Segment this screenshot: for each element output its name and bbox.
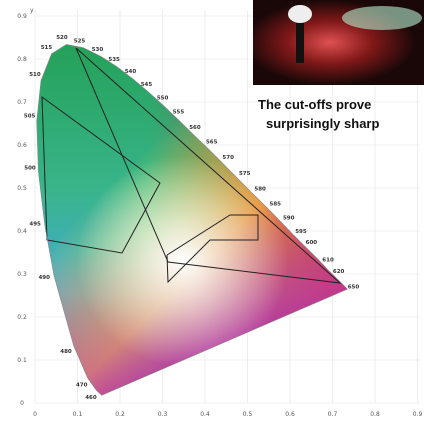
wavelength-label: 500 <box>24 165 36 171</box>
y-tick-label: 0.6 <box>17 142 27 149</box>
wavelength-label: 590 <box>283 215 295 221</box>
wavelength-label: 495 <box>29 221 41 227</box>
gamut-outlines <box>41 47 342 284</box>
x-tick-label: 0.7 <box>328 411 338 418</box>
wavelength-label: 540 <box>125 69 137 75</box>
wavelength-label: 620 <box>333 269 345 275</box>
wavelength-label: 520 <box>56 35 68 41</box>
wavelength-label: 515 <box>41 45 53 51</box>
caption-line: surprisingly sharp <box>266 116 380 131</box>
wavelength-label: 560 <box>189 125 201 131</box>
x-tick-label: 0.3 <box>158 411 168 418</box>
y-axis-label: y <box>30 7 34 14</box>
wavelength-label: 530 <box>92 47 104 53</box>
x-tick-label: 0.2 <box>115 411 125 418</box>
y-tick-label: 0.4 <box>17 228 27 235</box>
wavelength-label: 505 <box>24 114 36 120</box>
wavelength-label: 470 <box>76 382 88 388</box>
wavelength-label: 490 <box>38 275 50 281</box>
photo-lamp <box>288 5 312 23</box>
x-tick-label: 0 <box>33 411 37 418</box>
y-tick-label: 0.5 <box>17 185 27 192</box>
x-tick-label: 0.4 <box>200 411 210 418</box>
wavelength-label: 650 <box>348 284 360 290</box>
wavelength-label: 565 <box>206 140 218 146</box>
x-tick-label: 0.8 <box>370 411 380 418</box>
y-tick-label: 0.8 <box>17 56 27 63</box>
caption-line: The cut-offs prove <box>258 97 372 112</box>
wavelength-label: 555 <box>173 110 185 116</box>
photo-post <box>296 18 304 63</box>
x-tick-label: 0.1 <box>73 411 83 418</box>
wavelength-label: 460 <box>85 395 97 401</box>
wavelength-label: 535 <box>108 57 120 63</box>
y-tick-label: 0.1 <box>17 357 27 364</box>
wavelength-label: 525 <box>74 38 86 44</box>
wavelength-label: 595 <box>295 229 307 235</box>
wavelength-label: 545 <box>141 82 153 88</box>
x-tick-label: 0.9 <box>413 411 423 418</box>
y-tick-label: 0.2 <box>17 314 27 321</box>
wavelength-label: 610 <box>322 257 334 263</box>
wavelength-label: 550 <box>157 95 169 101</box>
wavelength-label: 575 <box>239 171 251 177</box>
x-tick-label: 0.5 <box>243 411 253 418</box>
wavelength-label: 480 <box>60 349 72 355</box>
y-tick-label: 0.3 <box>17 271 27 278</box>
spectral-locus <box>36 44 348 396</box>
wavelength-label: 580 <box>254 186 266 192</box>
y-tick-label: 0.9 <box>17 13 27 20</box>
y-tick-label: 0 <box>20 400 24 407</box>
photo-glow <box>342 6 422 30</box>
wavelength-label: 600 <box>306 240 318 246</box>
wavelength-label: 570 <box>222 155 234 161</box>
x-tick-label: 0.6 <box>285 411 295 418</box>
wavelength-label: 585 <box>270 201 282 207</box>
y-tick-label: 0.7 <box>17 99 27 106</box>
wavelength-label: 510 <box>29 72 41 78</box>
